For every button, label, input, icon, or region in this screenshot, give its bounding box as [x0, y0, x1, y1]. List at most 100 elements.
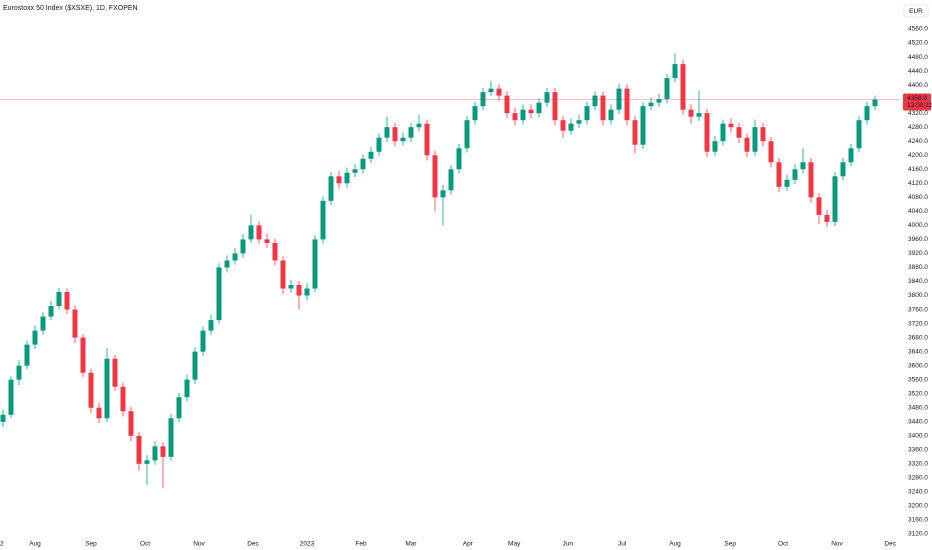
candle-body [760, 127, 766, 142]
x-tick-label: Mar [405, 541, 417, 548]
candle-body [696, 113, 702, 117]
candle-body [768, 141, 774, 163]
candle-body [616, 88, 622, 110]
candle-body [776, 162, 782, 187]
x-tick-label: Sep [85, 541, 97, 548]
candle-body [784, 179, 790, 187]
candle-body [440, 190, 446, 198]
candle-body [400, 137, 406, 142]
y-tick-label: 3440.0 [908, 418, 928, 425]
candle-body [672, 64, 678, 79]
candle-body [128, 411, 134, 436]
candle-body [432, 155, 438, 198]
candle-body [528, 109, 534, 114]
candle-body [168, 418, 174, 457]
y-tick-label: 3720.0 [908, 320, 928, 327]
candle-body [256, 225, 262, 240]
candle-body [56, 292, 62, 307]
candle-body [640, 106, 646, 145]
y-tick-label: 3160.0 [908, 517, 928, 524]
y-tick-label: 4240.0 [908, 138, 928, 145]
y-tick-label: 3680.0 [908, 334, 928, 341]
candle-body [384, 127, 390, 138]
candle-body [552, 92, 558, 121]
candle-body [456, 148, 462, 170]
candle-body [664, 78, 670, 100]
currency-label[interactable]: EUR [909, 8, 923, 15]
candle-body [176, 397, 182, 419]
x-tick-label: Oct [140, 541, 150, 548]
candle-body [576, 120, 582, 124]
candle-body [48, 306, 54, 317]
candle-body [856, 120, 862, 149]
candle-body [160, 446, 166, 457]
candle-body [0, 414, 6, 422]
y-tick-label: 3320.0 [908, 461, 928, 468]
candle-body [600, 95, 606, 121]
candle-body [240, 239, 246, 254]
candle-body [120, 386, 126, 412]
currency-button[interactable] [903, 4, 929, 18]
candle-body [80, 337, 86, 373]
candle-body [216, 267, 222, 321]
candle-body [136, 435, 142, 464]
candle-body [304, 288, 310, 296]
candle-body [824, 214, 830, 222]
x-tick-label: Dec [247, 541, 259, 548]
candle-body [744, 137, 750, 152]
candle-body [680, 64, 686, 110]
candle-body [360, 158, 366, 170]
candle-body [568, 123, 574, 131]
candle-body [488, 88, 494, 93]
candle-body [344, 172, 350, 184]
candle-body [376, 137, 382, 152]
candle-body [248, 225, 254, 240]
candle-body [728, 123, 734, 128]
candle-body [720, 123, 726, 142]
candle-body [408, 127, 414, 138]
candle-body [368, 151, 374, 159]
candle-body [496, 88, 502, 96]
candle-body [184, 379, 190, 398]
y-tick-label: 4160.0 [908, 166, 928, 173]
y-tick-label: 3880.0 [908, 264, 928, 271]
candle-body [144, 460, 150, 464]
chart-title: Eurostoxx 50 Index ($XSXE), 1D, FXOPEN [3, 5, 138, 12]
y-tick-label: 3640.0 [908, 348, 928, 355]
candle-body [472, 106, 478, 121]
candle-body [24, 344, 30, 366]
y-tick-label: 4000.0 [908, 222, 928, 229]
candle-body [32, 330, 38, 345]
candle-body [192, 351, 198, 380]
candle-body [224, 260, 230, 268]
candle-body [840, 162, 846, 177]
x-tick-label: Dec [884, 541, 896, 548]
y-tick-label: 3480.0 [908, 404, 928, 411]
x-tick-label: Nov [831, 541, 843, 548]
y-tick-label: 3560.0 [908, 376, 928, 383]
y-tick-label: 3960.0 [908, 236, 928, 243]
y-tick-label: 4480.0 [908, 54, 928, 61]
candle-body [16, 365, 22, 380]
y-tick-label: 3840.0 [908, 278, 928, 285]
x-tick-label: May [508, 541, 521, 548]
x-tick-label: Jun [563, 541, 574, 548]
candle-body [792, 169, 798, 180]
candle-body [504, 95, 510, 114]
candle-body [64, 292, 70, 310]
candle-body [808, 162, 814, 198]
candle-body [8, 379, 14, 415]
y-tick-label: 3520.0 [908, 390, 928, 397]
y-tick-label: 4320.0 [908, 110, 928, 117]
candle-body [328, 176, 334, 201]
y-tick-label: 3800.0 [908, 292, 928, 299]
y-tick-label: 4120.0 [908, 180, 928, 187]
candle-body [392, 127, 398, 142]
x-tick-label: Nov [193, 541, 205, 548]
candle-body [872, 99, 878, 107]
candle-body [88, 372, 94, 408]
x-tick-label: Feb [355, 541, 367, 548]
y-tick-label: 4200.0 [908, 152, 928, 159]
x-tick-label: Oct [778, 541, 788, 548]
